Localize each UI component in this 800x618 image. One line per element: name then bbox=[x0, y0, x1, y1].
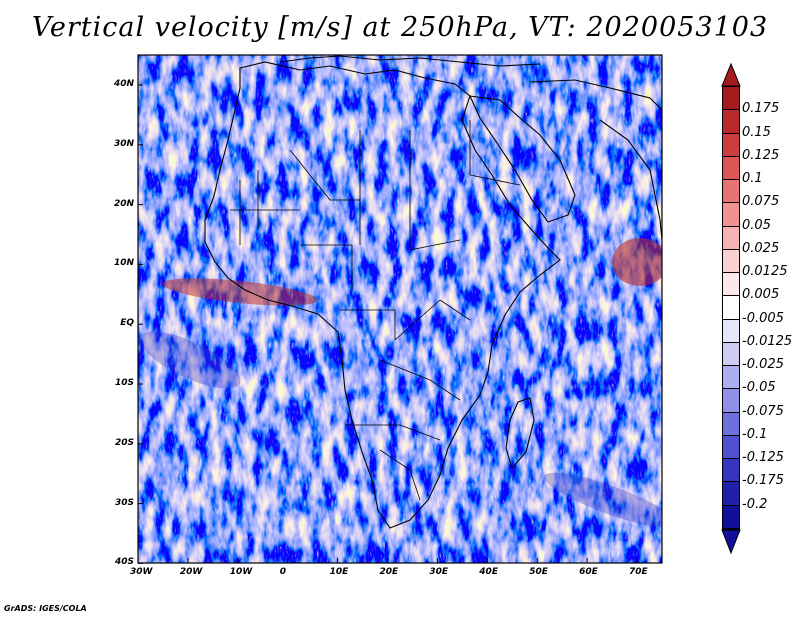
colorbar-cell bbox=[723, 203, 739, 227]
colorbar-cell bbox=[723, 156, 739, 181]
lat-label: 10N bbox=[113, 258, 134, 269]
colorbar-label: 0.125 bbox=[742, 147, 780, 163]
lon-label: 20W bbox=[179, 567, 203, 577]
lon-label: 10E bbox=[329, 567, 349, 577]
colorbar-cell bbox=[723, 180, 739, 204]
colorbar-cell bbox=[723, 319, 739, 343]
colorbar-cell bbox=[723, 273, 739, 297]
colorbar-bottom-arrow bbox=[721, 529, 741, 555]
colorbar-label: 0.0125 bbox=[742, 264, 788, 280]
descent-south-indian bbox=[544, 472, 662, 528]
lon-label: 70E bbox=[629, 567, 648, 577]
coastlines bbox=[204, 55, 662, 529]
colorbar-label: 0.025 bbox=[742, 240, 780, 256]
colorbar-cell bbox=[723, 87, 739, 111]
colorbar-label: -0.125 bbox=[742, 450, 784, 466]
colorbar-label: -0.175 bbox=[742, 473, 784, 489]
colorbar-top-arrow bbox=[721, 62, 741, 87]
colorbar-cell bbox=[723, 133, 739, 157]
colorbar-label: -0.1 bbox=[742, 426, 768, 442]
lat-label: 40N bbox=[113, 79, 134, 89]
colorbar-cell bbox=[723, 342, 739, 367]
colorbar-label: 0.15 bbox=[742, 124, 771, 140]
colorbar-cell bbox=[723, 389, 739, 413]
colorbar-label: -0.0125 bbox=[742, 333, 793, 349]
credit-text: GrADS: IGES/COLA bbox=[4, 604, 87, 613]
lat-label: EQ bbox=[120, 318, 134, 329]
chart-title: Vertical velocity [m/s] at 250hPa, VT: 2… bbox=[31, 12, 769, 43]
lon-label: 40E bbox=[479, 567, 498, 577]
colorbar bbox=[722, 86, 740, 530]
lat-label: 30N bbox=[113, 138, 134, 149]
colorbar-label: -0.025 bbox=[742, 357, 784, 373]
lat-label: 30S bbox=[114, 497, 134, 508]
colorbar-cell bbox=[723, 249, 739, 274]
colorbar-label: -0.075 bbox=[742, 403, 784, 419]
colorbar-cell bbox=[723, 296, 739, 320]
colorbar-label: 0.175 bbox=[742, 101, 780, 117]
colorbar-cell bbox=[723, 482, 739, 506]
colorbar-label: -0.05 bbox=[742, 380, 776, 396]
lat-label: 10S bbox=[114, 378, 134, 388]
lon-label: 0 bbox=[279, 567, 286, 577]
descent-sw-atlantic bbox=[139, 331, 241, 389]
colorbar-cell bbox=[723, 366, 739, 390]
colorbar-cell bbox=[723, 505, 739, 529]
ascent-west-africa bbox=[162, 278, 318, 306]
colorbar-cell bbox=[723, 412, 739, 436]
lon-label: 30W bbox=[130, 567, 153, 577]
colorbar-cell bbox=[723, 459, 739, 483]
field-streaks bbox=[138, 55, 662, 563]
ascent-arabian-sea bbox=[612, 238, 662, 286]
colorbar-cell bbox=[723, 435, 739, 460]
lat-label: 20S bbox=[114, 437, 134, 448]
lon-label: 10W bbox=[229, 567, 253, 577]
colorbar-cell bbox=[723, 110, 739, 134]
colorbar-label: -0.005 bbox=[742, 310, 784, 326]
lat-label: 40S bbox=[114, 557, 134, 568]
colorbar-label: -0.2 bbox=[742, 496, 768, 512]
colorbar-cell bbox=[723, 226, 739, 250]
colorbar-label: 0.075 bbox=[742, 194, 780, 210]
lon-label: 60E bbox=[579, 567, 598, 577]
lon-label: 30E bbox=[429, 567, 449, 577]
lon-label: 50E bbox=[529, 567, 548, 577]
map-frame bbox=[137, 54, 663, 564]
borders bbox=[230, 120, 521, 501]
colorbar-label: 0.1 bbox=[742, 171, 763, 187]
colorbar-label: 0.05 bbox=[742, 217, 771, 233]
lat-label: 20N bbox=[113, 198, 134, 209]
lon-label: 20E bbox=[379, 567, 399, 577]
colorbar-label: 0.005 bbox=[742, 287, 780, 303]
